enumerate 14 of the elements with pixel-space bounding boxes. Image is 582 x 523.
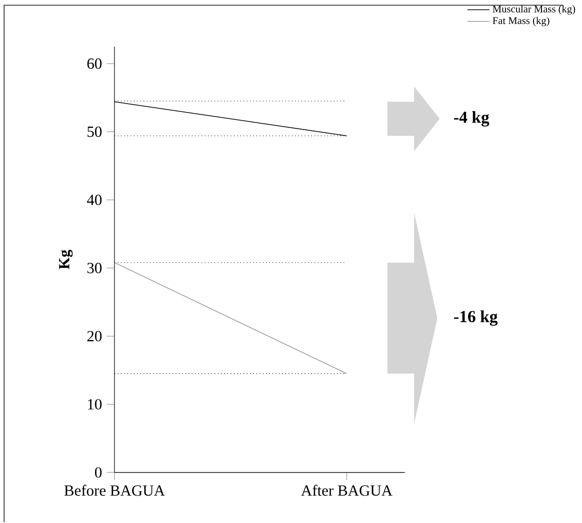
x-tick-label: Before BAGUA — [64, 484, 165, 496]
y-tick-label: 30 — [87, 262, 102, 274]
y-tick-label: 60 — [87, 58, 102, 69]
y-tick-label: 0 — [95, 467, 102, 478]
legend-label: Muscular Mass (kg) — [492, 5, 576, 15]
y-tick-label: 50 — [88, 126, 102, 137]
legend-label: Fat Mass (kg) — [492, 16, 550, 26]
y-axis-title: Kg — [59, 250, 73, 270]
y-tick-label: 20 — [87, 330, 102, 342]
x-tick-label: After BAGUA — [301, 484, 392, 496]
y-tick-label: 10 — [88, 399, 102, 410]
y-tick-label: 40 — [86, 194, 102, 206]
text: -4 kg — [454, 111, 490, 126]
text: -16 kg — [454, 310, 498, 326]
